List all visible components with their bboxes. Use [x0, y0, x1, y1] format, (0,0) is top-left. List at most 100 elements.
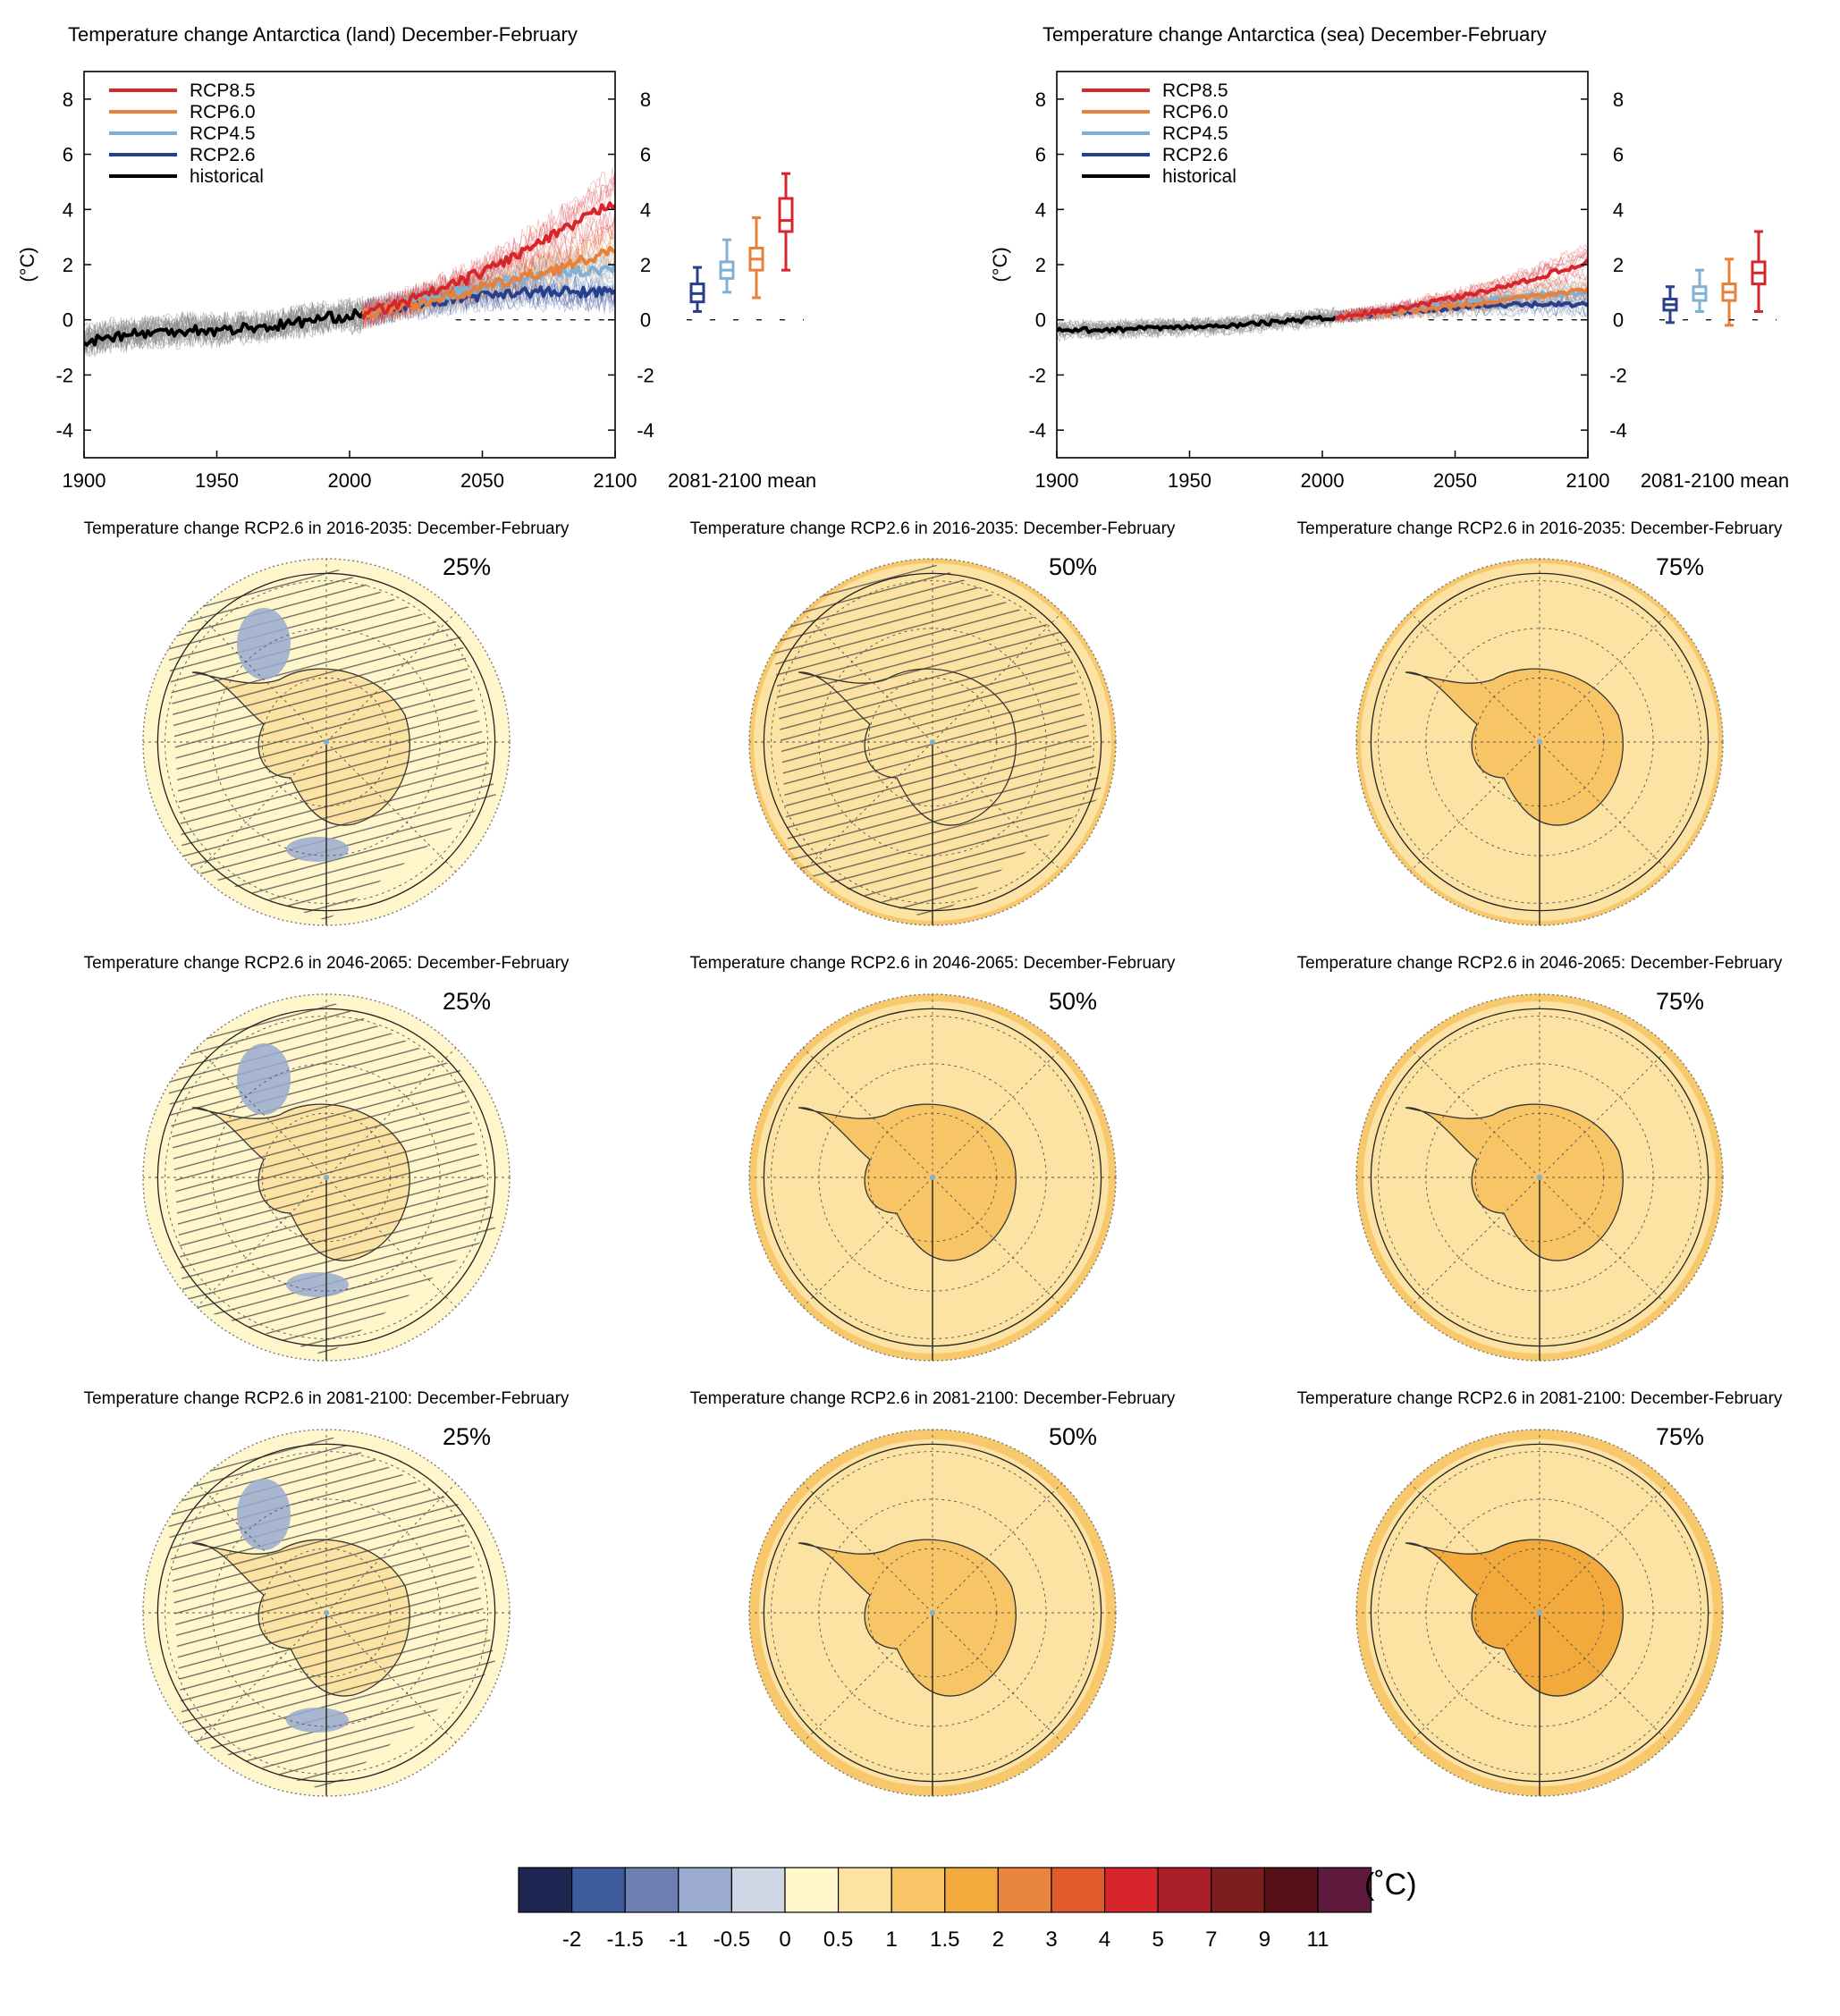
hatching-region: [772, 563, 1102, 921]
ensemble-member-rcp60: [362, 229, 615, 325]
colorbar-tick-label: 9: [1259, 1927, 1270, 1952]
colorbar-tick-label: 1.5: [930, 1927, 959, 1952]
meridian-line: [1409, 612, 1540, 743]
colorbar-swatch: [1051, 1867, 1106, 1913]
boxplot-rcp60: [748, 216, 764, 299]
south-pole-marker: [324, 1610, 329, 1615]
colorbar-unit: (˚C): [1364, 1868, 1417, 1902]
map-grid: Temperature change RCP2.6 in 2016-2035: …: [84, 519, 1783, 1797]
legend-label: RCP8.5: [190, 80, 256, 101]
region-boundary: [156, 572, 496, 912]
colorbar-tick-label: -1: [669, 1927, 688, 1952]
colorbar-swatch: [1157, 1867, 1212, 1913]
y-tick-label-right: 0: [1613, 309, 1624, 332]
x-tick-label: 2100: [594, 469, 637, 492]
cooling-patch: [237, 1043, 291, 1115]
region-boundary: [1370, 572, 1709, 912]
region-boundary: [763, 1443, 1102, 1783]
y-tick-label-right: 0: [640, 309, 651, 332]
antarctica-outline: [798, 1103, 1017, 1261]
meridian-line: [1539, 1612, 1670, 1743]
map-title: Temperature change RCP2.6 in 2046-2065: …: [84, 954, 570, 973]
map-percentile: 75%: [1656, 553, 1704, 580]
ensemble-member-rcp85: [362, 214, 615, 325]
colorbar-tick-label: -0.5: [713, 1927, 750, 1952]
meridian-line: [932, 612, 1063, 743]
y-tick-label: 8: [63, 89, 73, 111]
meridian-line: [802, 1177, 933, 1308]
x-tick-label: 2000: [1301, 469, 1345, 492]
polar-map-panel: Temperature change RCP2.6 in 2016-2035: …: [84, 519, 570, 926]
south-pole-marker: [1537, 1610, 1542, 1615]
cooling-patch: [237, 1479, 291, 1550]
box-axis-label: 2081-2100 mean: [1641, 469, 1789, 492]
mean-line-historical: [84, 308, 365, 347]
meridian-line: [196, 612, 327, 743]
map-title: Temperature change RCP2.6 in 2016-2035: …: [1297, 519, 1783, 538]
plot-frame: [1056, 71, 1589, 459]
x-tick-label: 1950: [1168, 469, 1211, 492]
ensemble-member-rcp85: [1335, 256, 1588, 323]
meridian-line: [802, 1047, 933, 1178]
boxplot-rcp45: [719, 238, 735, 294]
colorbar-tick-label: 7: [1205, 1927, 1217, 1952]
meridian-line: [802, 741, 933, 873]
colorbar-swatch: [730, 1867, 786, 1913]
y-tick-label: 2: [1035, 254, 1046, 276]
meridian-line: [1539, 1177, 1670, 1308]
legend-label: RCP4.5: [1162, 123, 1228, 144]
south-pole-marker: [1537, 1175, 1542, 1180]
map-title: Temperature change RCP2.6 in 2016-2035: …: [690, 519, 1176, 538]
x-tick-label: 1900: [63, 469, 106, 492]
boxplot-rcp45: [1692, 268, 1708, 313]
meridian-line: [1409, 741, 1540, 873]
ensemble-member-rcp26: [362, 283, 615, 325]
y-tick-label-right: -4: [1609, 419, 1627, 442]
x-tick-label: 2000: [328, 469, 372, 492]
ensemble-member-rcp85: [362, 224, 615, 326]
historical-ensemble-member: [1057, 309, 1337, 336]
map-border: [1355, 993, 1724, 1362]
historical-ensemble-member: [84, 302, 364, 356]
boxplot-rcp26: [689, 266, 705, 313]
map-percentile: 50%: [1049, 988, 1097, 1015]
sea-chart-title: Temperature change Antarctica (sea) Dece…: [1042, 23, 1547, 46]
meridian-line: [325, 1612, 457, 1743]
latitude-circle: [771, 1016, 1094, 1339]
meridian-line: [325, 1177, 457, 1308]
ensemble-member-rcp60: [362, 229, 615, 327]
south-pole-marker: [930, 1175, 935, 1180]
ensemble-member-rcp60: [362, 225, 615, 327]
colorbar-swatch: [944, 1867, 1000, 1913]
map-border: [142, 993, 511, 1362]
colorbar-swatch: [624, 1867, 679, 1913]
colorbar-tick-label: 0: [779, 1927, 790, 1952]
colorbar-tick-label: 1: [886, 1927, 898, 1952]
colorbar-swatch: [1103, 1867, 1159, 1913]
legend-label: RCP4.5: [190, 123, 256, 144]
latitude-circle: [1378, 1016, 1701, 1339]
region-boundary: [763, 572, 1102, 912]
meridian-line: [932, 1482, 1063, 1614]
colorbar-tick-label: 2: [992, 1927, 1004, 1952]
ensemble-member-rcp85: [1335, 243, 1588, 322]
colorbar-swatch: [678, 1867, 732, 1913]
latitude-circle: [1378, 1451, 1701, 1775]
map-title: Temperature change RCP2.6 in 2046-2065: …: [1297, 954, 1783, 973]
colorbar-tick-label: 11: [1307, 1927, 1329, 1952]
meridian-line: [325, 612, 457, 743]
south-pole-marker: [324, 739, 329, 745]
meridian-line: [932, 1612, 1063, 1743]
ensemble-member-rcp85: [362, 204, 615, 320]
meridian-line: [932, 1177, 1063, 1308]
y-tick-label: 4: [1035, 198, 1046, 221]
antarctica-outline: [1405, 1103, 1624, 1261]
south-pole-marker: [1537, 739, 1542, 745]
meridian-line: [1539, 1047, 1670, 1178]
meridian-line: [196, 1482, 327, 1614]
map-title: Temperature change RCP2.6 in 2081-2100: …: [690, 1389, 1176, 1408]
legend-label: RCP6.0: [190, 102, 256, 122]
antarctica-outline: [1405, 1539, 1624, 1697]
map-percentile: 25%: [443, 553, 491, 580]
